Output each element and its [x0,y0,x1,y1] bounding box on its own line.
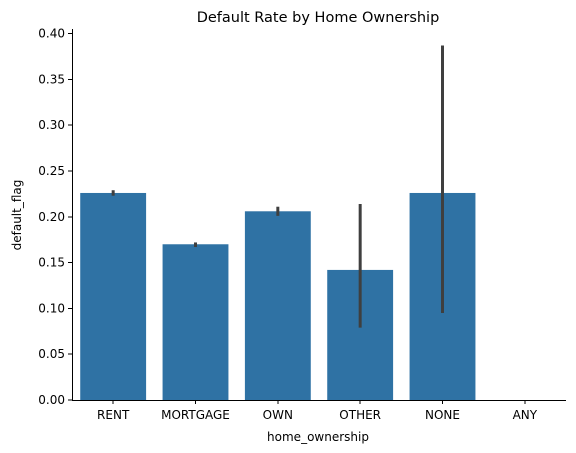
y-tick-label: 0.15 [38,256,65,270]
y-tick-label: 0.20 [38,210,65,224]
x-tick-label-none: NONE [425,408,460,422]
bar-mortgage [162,244,229,400]
x-tick-label-rent: RENT [97,408,130,422]
x-tick-label-own: OWN [263,408,293,422]
x-tick-label-other: OTHER [339,408,381,422]
y-tick-label: 0.00 [38,393,65,407]
y-tick-label: 0.35 [38,72,65,86]
x-ticks-layer: RENT MORTGAGE OWN OTHER NONE ANY [97,400,538,422]
bar-rent [80,192,147,400]
x-tick-label-mortgage: MORTGAGE [161,408,230,422]
chart-title: Default Rate by Home Ownership [197,10,440,26]
bar-own [244,211,311,400]
bars-layer [80,192,476,400]
x-axis-label: home_ownership [267,430,369,444]
y-ticks-layer: 0.00 0.05 0.10 0.15 0.20 0.25 0.30 0.35 0.40 [38,27,72,407]
error-bars-layer [111,45,444,328]
y-tick-label: 0.05 [38,347,65,361]
y-tick-label: 0.25 [38,164,65,178]
x-tick-label-any: ANY [513,408,538,422]
y-tick-label: 0.30 [38,118,65,132]
y-axis-label: default_flag [10,180,24,251]
y-tick-label: 0.10 [38,301,65,315]
y-tick-label: 0.40 [38,27,65,41]
